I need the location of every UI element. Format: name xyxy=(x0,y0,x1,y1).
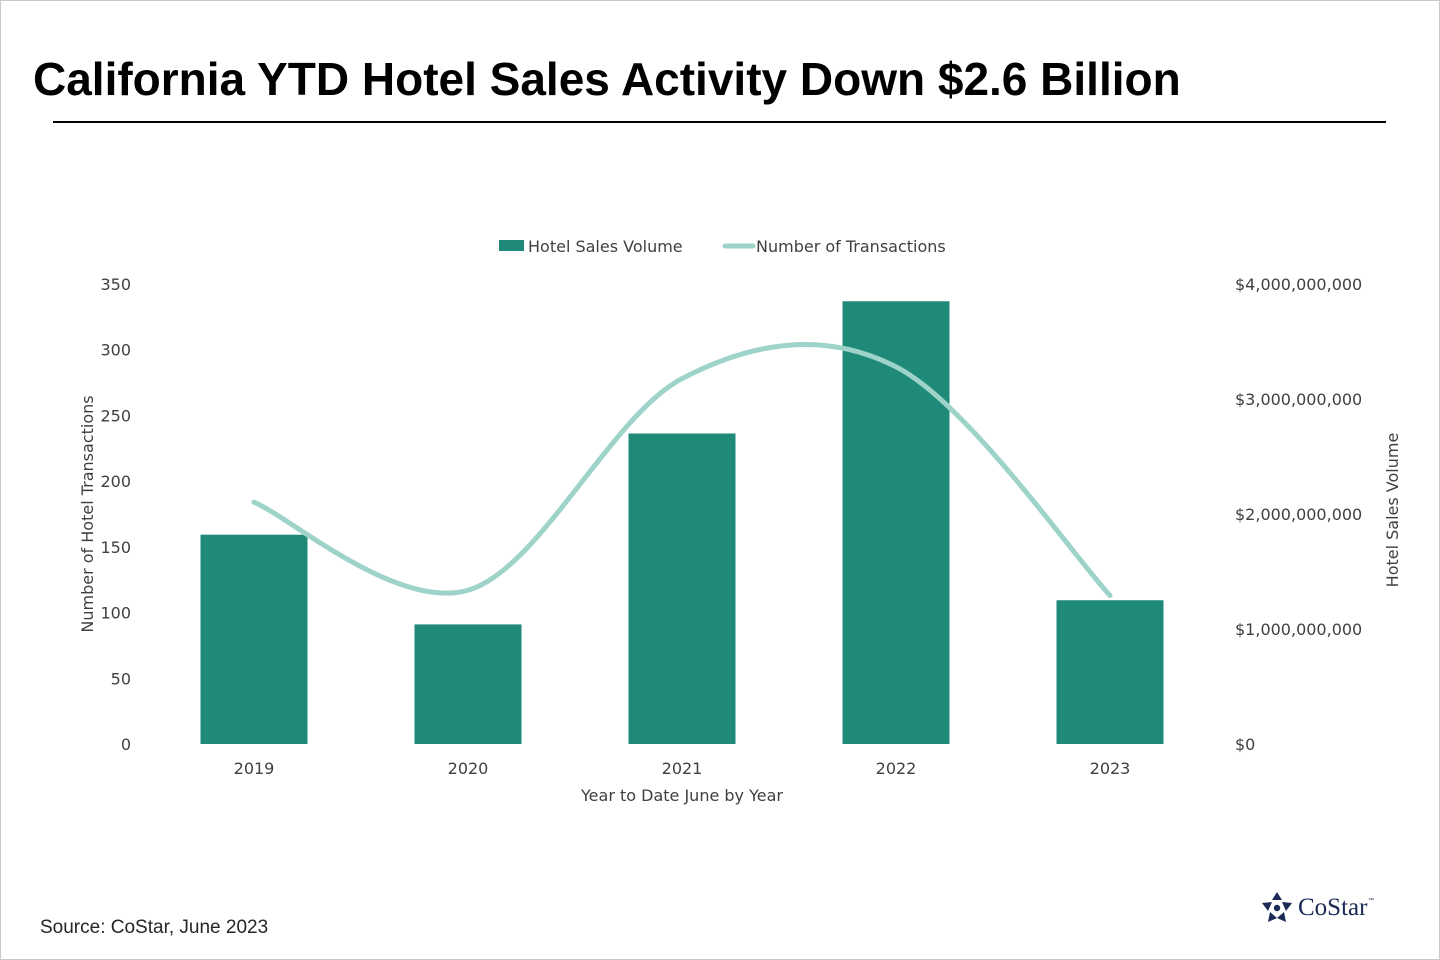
left-axis-label: Number of Hotel Transactions xyxy=(78,395,97,632)
x-tick-label: 2022 xyxy=(876,759,917,778)
legend: Hotel Sales Volume Number of Transaction… xyxy=(499,237,946,256)
legend-label-bar: Hotel Sales Volume xyxy=(528,237,683,256)
x-tick-label: 2023 xyxy=(1090,759,1131,778)
costar-star-icon xyxy=(1262,892,1292,922)
bar-2020 xyxy=(414,624,522,744)
source-note: Source: CoStar, June 2023 xyxy=(40,917,269,938)
left-tick-label: 300 xyxy=(100,341,131,360)
bar-2022 xyxy=(842,301,950,744)
left-tick-label: 100 xyxy=(100,604,131,623)
x-axis-ticks: 2019 2020 2021 2022 2023 xyxy=(234,759,1131,778)
transactions-line xyxy=(251,342,1113,598)
right-axis-label: Hotel Sales Volume xyxy=(1383,433,1402,588)
left-axis-ticks: 0 50 100 150 200 250 300 350 xyxy=(100,275,131,754)
x-tick-label: 2019 xyxy=(234,759,275,778)
bar-2023 xyxy=(1056,600,1164,744)
logo-wordmark: CoStar xyxy=(1298,894,1368,921)
left-tick-label: 250 xyxy=(100,406,131,425)
right-axis-ticks: $0 $1,000,000,000 $2,000,000,000 $3,000,000… xyxy=(1235,275,1362,754)
left-tick-label: 150 xyxy=(100,538,131,557)
right-tick-label: $1,000,000,000 xyxy=(1235,620,1362,639)
x-tick-label: 2020 xyxy=(448,759,489,778)
bar-2021 xyxy=(628,433,736,744)
right-tick-label: $2,000,000,000 xyxy=(1235,505,1362,524)
logo-trademark: ™ xyxy=(1368,898,1374,904)
left-tick-label: 50 xyxy=(111,669,131,688)
left-tick-label: 350 xyxy=(100,275,131,294)
right-tick-label: $3,000,000,000 xyxy=(1235,390,1362,409)
left-tick-label: 200 xyxy=(100,472,131,491)
legend-swatch-bar xyxy=(499,240,524,251)
right-tick-label: $0 xyxy=(1235,735,1255,754)
chart-title: California YTD Hotel Sales Activity Down… xyxy=(33,53,1181,105)
x-axis-label: Year to Date June by Year xyxy=(580,786,783,805)
legend-label-line: Number of Transactions xyxy=(756,237,946,256)
bar-series xyxy=(200,301,1164,744)
costar-logo: CoStar ™ xyxy=(1260,891,1380,925)
right-tick-label: $4,000,000,000 xyxy=(1235,275,1362,294)
x-tick-label: 2021 xyxy=(662,759,703,778)
bar-2019 xyxy=(200,534,308,744)
title-rule xyxy=(53,121,1386,123)
left-tick-label: 0 xyxy=(121,735,131,754)
